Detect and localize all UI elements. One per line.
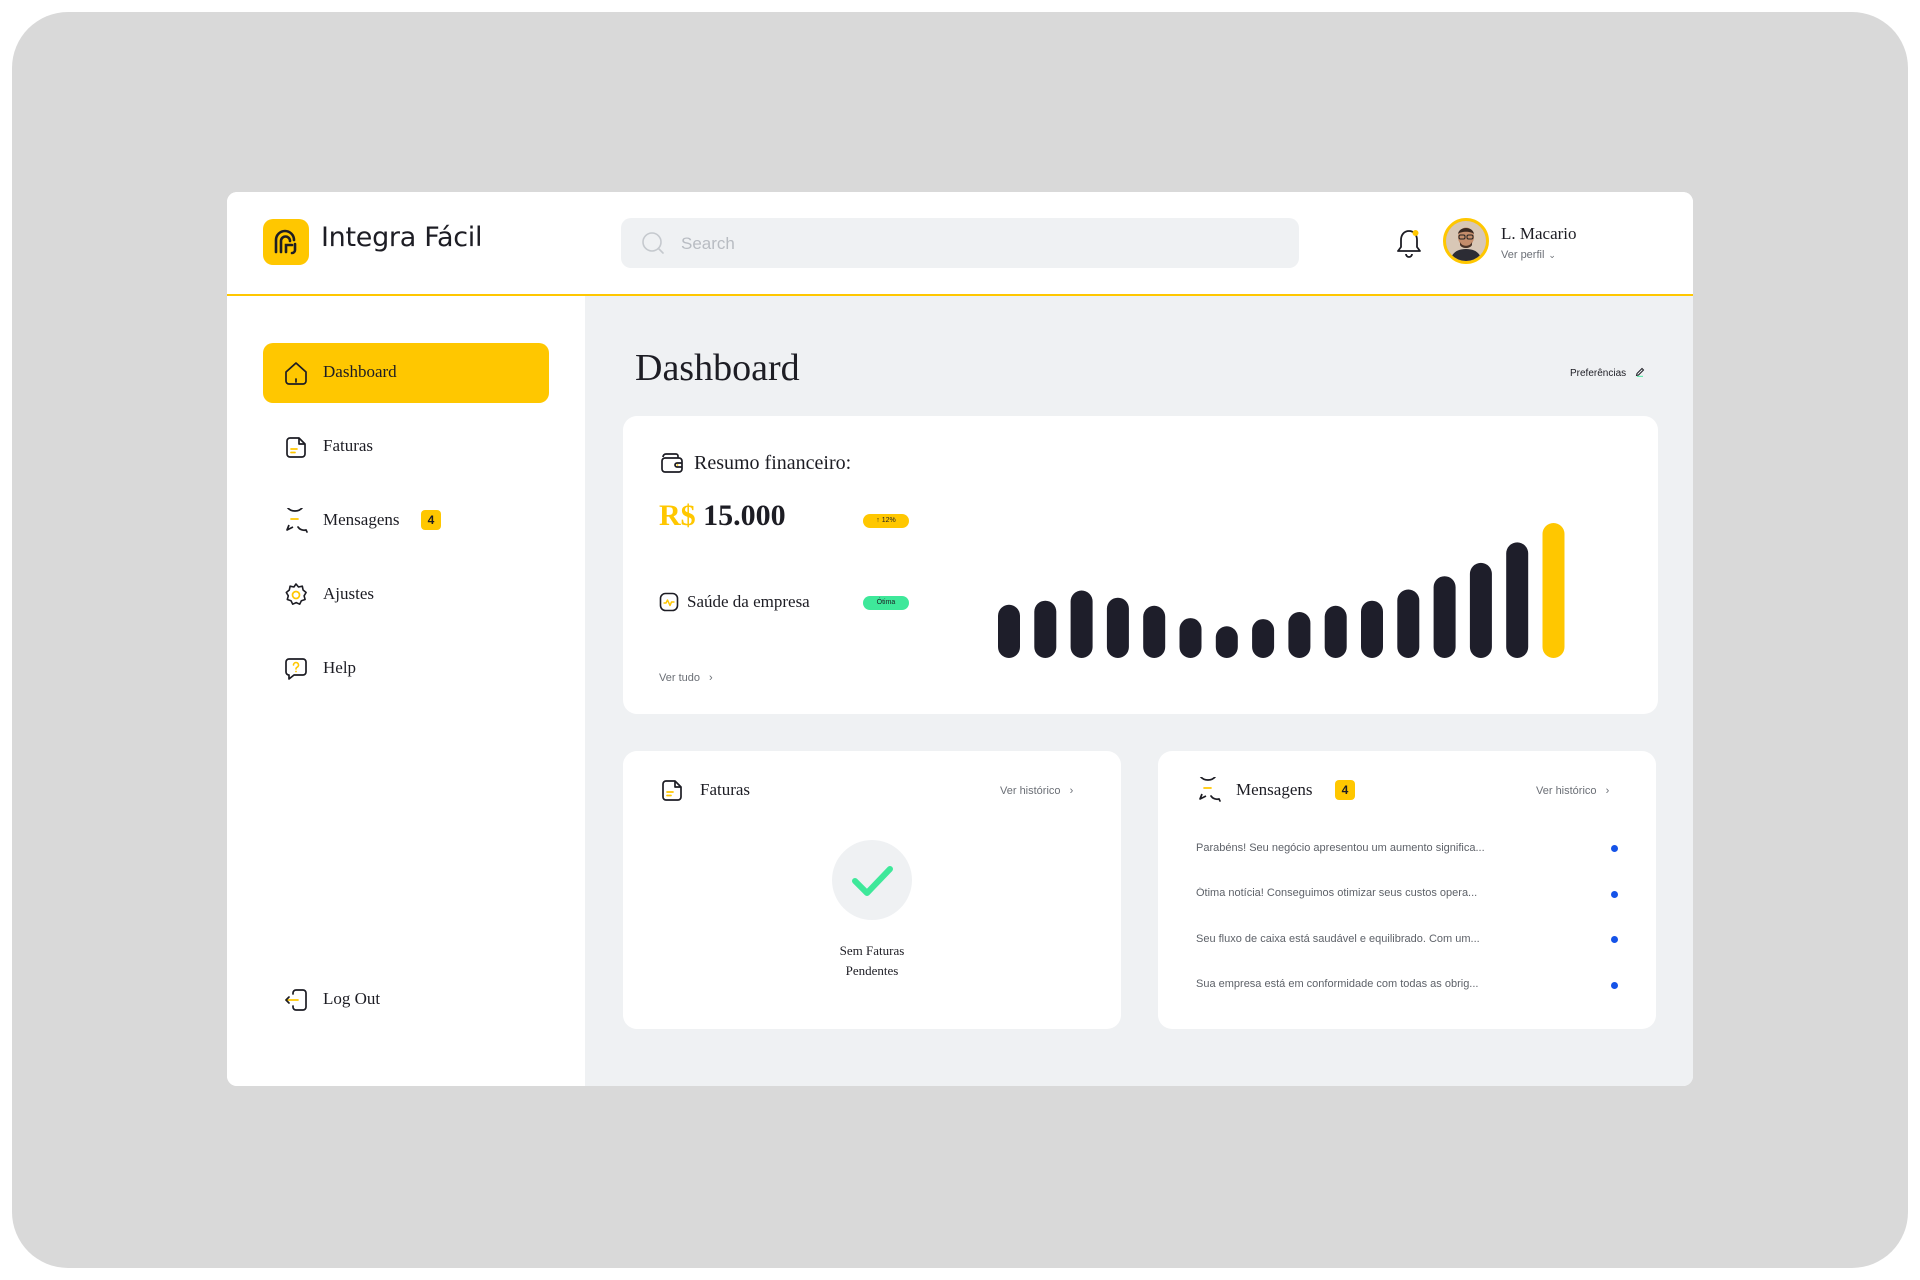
brand-name: Integra Fácil (321, 222, 483, 253)
view-profile-label: Ver perfil (1501, 249, 1545, 261)
chart-bar (1506, 542, 1529, 658)
empty-state-text: Sem Faturas Pendentes (623, 941, 1121, 981)
gear-icon (285, 583, 307, 605)
unread-dot (1611, 891, 1618, 898)
health-status-badge: Ótima (863, 596, 909, 610)
unread-badge: 4 (1335, 780, 1355, 800)
unread-dot (1611, 982, 1618, 989)
sidebar-item-label: Faturas (323, 436, 374, 455)
health-icon (659, 592, 679, 612)
sidebar-item-label: Ajustes (323, 584, 374, 603)
search-icon (642, 232, 664, 254)
sidebar-item-label: Mensagens (323, 510, 400, 529)
financial-summary-card: Resumo financeiro: R$ 15.000 ↑ 12% Saúde… (623, 416, 1658, 714)
avatar[interactable] (1443, 218, 1489, 264)
chart-bar (1034, 600, 1057, 658)
see-all-link[interactable]: Ver tudo › (659, 672, 713, 684)
sidebar-item-dashboard[interactable]: Dashboard (263, 343, 549, 403)
chart-bar (1179, 618, 1202, 658)
sidebar-item-help[interactable]: Help (263, 639, 549, 699)
message-preview[interactable]: Ótima notícia! Conseguimos otimizar seus… (1196, 887, 1478, 899)
sidebar-item-label: Dashboard (323, 362, 397, 381)
card-title: Mensagens (1236, 780, 1313, 799)
sidebar: Dashboard Faturas Mensagens 4 (227, 296, 585, 1086)
chat-icon (1199, 777, 1221, 802)
unread-dot (1611, 845, 1618, 852)
chevron-right-icon: › (1069, 785, 1074, 797)
card-title: Faturas (700, 780, 751, 799)
chart-bar (1106, 597, 1129, 658)
message-preview[interactable]: Parabéns! Seu negócio apresentou um aume… (1196, 842, 1485, 854)
chart-bar (1288, 612, 1311, 658)
chart-bar (1469, 562, 1492, 658)
sidebar-item-faturas[interactable]: Faturas (263, 417, 549, 477)
chart-bar (998, 604, 1020, 658)
health-label: Saúde da empresa (687, 592, 810, 611)
top-bar: Integra Fácil L. Macario (227, 192, 1693, 296)
search-bar[interactable] (621, 218, 1299, 270)
main-content: Dashboard Preferências Resumo financeiro… (585, 296, 1693, 1086)
chart-bar (1252, 619, 1275, 658)
chart-bar (1397, 589, 1420, 658)
unread-badge: 4 (421, 510, 441, 530)
sidebar-item-ajustes[interactable]: Ajustes (263, 565, 549, 625)
preferences-label: Preferências (1570, 368, 1627, 379)
logout-button[interactable]: Log Out (263, 970, 549, 1030)
chat-icon (286, 508, 308, 533)
chart-bar (1361, 600, 1383, 658)
bell-icon[interactable] (1394, 226, 1424, 260)
invoice-icon (662, 780, 682, 801)
invoices-history-link[interactable]: Ver histórico › (1000, 785, 1073, 797)
search-input[interactable] (679, 218, 1283, 270)
chevron-down-icon: ⌄ (1548, 250, 1556, 260)
chart-bar (1215, 626, 1238, 658)
growth-badge: ↑ 12% (863, 514, 909, 528)
logo-icon[interactable] (263, 219, 309, 265)
chart-bar (1143, 605, 1166, 658)
history-label: Ver histórico (1000, 785, 1061, 797)
message-preview[interactable]: Sua empresa está em conformidade com tod… (1196, 978, 1479, 990)
home-icon (285, 362, 307, 385)
history-label: Ver histórico (1536, 785, 1597, 797)
wallet-icon (661, 453, 683, 473)
logout-label: Log Out (323, 989, 381, 1008)
chevron-right-icon: › (709, 672, 713, 684)
avatar-photo (1446, 221, 1486, 261)
invoices-card: Faturas Ver histórico › Sem Faturas Pend… (623, 751, 1121, 1029)
logout-icon (285, 989, 307, 1011)
view-profile-link[interactable]: Ver perfil ⌄ (1501, 249, 1556, 261)
page-title: Dashboard (635, 347, 800, 389)
empty-state-line: Sem Faturas (839, 943, 905, 958)
app-window: Integra Fácil L. Macario (227, 192, 1693, 1086)
chart-bar (1324, 605, 1347, 658)
unread-dot (1611, 936, 1618, 943)
message-preview[interactable]: Seu fluxo de caixa está saudável e equil… (1196, 933, 1480, 945)
user-name: L. Macario (1501, 224, 1577, 243)
see-all-label: Ver tudo (659, 672, 700, 684)
check-icon (832, 840, 912, 920)
revenue-bar-chart (998, 523, 1565, 658)
invoice-icon (286, 437, 306, 458)
card-title: Resumo financeiro: (694, 452, 852, 474)
help-icon (285, 658, 307, 680)
edit-icon (1635, 367, 1645, 377)
preferences-link[interactable]: Preferências (1570, 367, 1645, 379)
currency-symbol: R$ (659, 499, 696, 532)
sidebar-item-mensagens[interactable]: Mensagens 4 (263, 491, 549, 551)
messages-history-link[interactable]: Ver histórico › (1536, 785, 1609, 797)
sidebar-item-label: Help (323, 658, 357, 677)
messages-card: Mensagens 4 Ver histórico › Parabéns! Se… (1158, 751, 1656, 1029)
chart-bar (1433, 576, 1456, 658)
chart-bar (1070, 590, 1093, 658)
balance-amount: R$ 15.000 (659, 499, 786, 533)
amount-value: 15.000 (703, 499, 786, 532)
empty-state-line: Pendentes (845, 963, 899, 978)
chart-bar (1542, 523, 1565, 658)
chevron-right-icon: › (1605, 785, 1610, 797)
